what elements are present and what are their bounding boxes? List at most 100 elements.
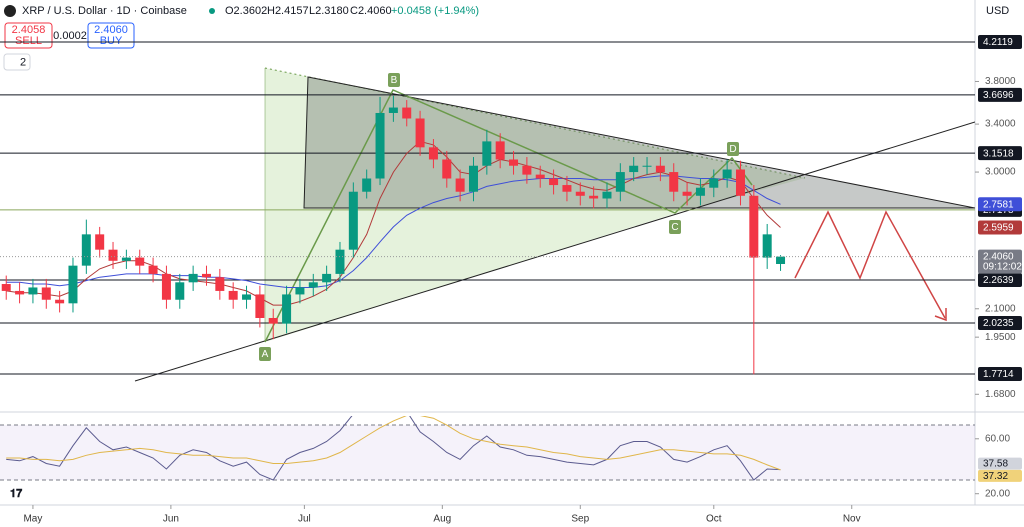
ma-tag-label: 2.7581 [983, 199, 1014, 210]
candle-body [188, 273, 198, 283]
candle-body [121, 257, 131, 261]
candle-body [268, 317, 278, 324]
price-tag [978, 249, 1022, 274]
currency: USD [986, 5, 1009, 17]
candle-body [41, 287, 51, 300]
pattern-label: A [262, 349, 269, 360]
green-triangle [265, 68, 805, 342]
symbol-icon [4, 5, 16, 17]
x-tick-label: May [23, 514, 42, 525]
ohlc-open: O2.3602 [225, 5, 267, 17]
candle-body [575, 191, 585, 196]
ma-tag [978, 197, 1022, 212]
ohlc-close: C2.4060 [350, 5, 392, 17]
rsi-tick-label: 20.00 [985, 488, 1010, 499]
x-tick-label: Aug [433, 514, 451, 525]
price-tag-label: 2.4060 [983, 251, 1014, 262]
y-tick-label: 2.1000 [985, 303, 1016, 314]
candle-body [68, 265, 78, 304]
ma-tag-label: 2.5959 [983, 223, 1014, 234]
candle-body [495, 141, 505, 160]
x-tick-label: Nov [843, 514, 861, 525]
pattern-label-box [259, 347, 271, 361]
rsi-tag-label: 37.58 [983, 459, 1008, 470]
trend-line [134, 121, 975, 382]
candle-body [402, 107, 412, 119]
pattern-label: D [729, 144, 736, 155]
buy-price: 2.4060 [94, 24, 128, 36]
abcd-path [264, 89, 753, 343]
candle-body [642, 165, 652, 167]
rsi-tick-label: 60.00 [985, 433, 1010, 444]
candle-body [428, 147, 438, 160]
ohlc-change: +0.0458 (+1.94%) [391, 5, 479, 17]
y-tick-label: 1.9500 [985, 332, 1016, 343]
candle-body [108, 249, 118, 261]
candle-body [455, 178, 465, 192]
sell-price: 2.4058 [12, 24, 46, 36]
level-label: 1.7714 [983, 369, 1014, 380]
candle-body [722, 169, 732, 179]
candle-body [535, 174, 545, 179]
candle-body [228, 290, 238, 300]
projection [794, 210, 946, 319]
candle-body [509, 159, 519, 166]
projection-arrow [934, 308, 947, 322]
rsi-tag [978, 457, 1022, 470]
candle-body [375, 112, 385, 179]
pattern-label-box [727, 142, 739, 156]
y-tick-label: 1.6800 [985, 389, 1016, 400]
candle-body [762, 234, 772, 258]
candle-body [322, 273, 332, 283]
rsi-line [6, 416, 781, 471]
candle-body [215, 277, 225, 291]
spread: 0.0002 [53, 30, 87, 42]
candle-body [308, 282, 318, 288]
candle-body [482, 141, 492, 166]
candle-body [735, 169, 745, 196]
ohlc-low: L2.3180 [309, 5, 349, 17]
level-label: 4.2119 [983, 37, 1013, 48]
candle-body [629, 165, 639, 173]
candle-body [776, 256, 786, 264]
rsi-band-fill [0, 425, 975, 480]
x-tick-label: Jun [163, 514, 179, 525]
level-tag [978, 315, 1022, 330]
candle-body [602, 191, 612, 199]
indicator-toggle[interactable] [3, 53, 31, 71]
candle-body [15, 290, 25, 295]
pattern-label: C [671, 222, 678, 233]
candle-body [28, 287, 38, 295]
candle-body [348, 191, 358, 250]
candle-body [55, 299, 65, 304]
candle-body [255, 294, 265, 318]
candle-body [135, 257, 145, 266]
level-tag [978, 35, 1022, 50]
candle-body [615, 172, 625, 192]
candle-body [468, 165, 478, 192]
candle-body [148, 265, 158, 274]
symbol-title: XRP / U.S. Dollar · 1D · Coinbase [22, 5, 187, 17]
candle-body [589, 195, 599, 199]
candle-body [95, 234, 105, 250]
candle-body [682, 191, 692, 196]
level-tag [978, 87, 1022, 102]
candle-body [415, 118, 425, 148]
candle-body [655, 165, 665, 173]
x-tick-label: Sep [571, 514, 589, 525]
candle-body [242, 294, 252, 300]
candle-body [388, 107, 398, 113]
candle-body [81, 234, 91, 266]
candle-body [282, 294, 292, 324]
rsi-pane [0, 416, 975, 481]
candle-body [562, 185, 572, 192]
rsi-tag [978, 469, 1022, 482]
ma-tag [978, 220, 1022, 235]
candle-body [442, 159, 452, 179]
level-label: 3.6696 [983, 90, 1014, 101]
y-tick-label: 3.4000 [985, 119, 1016, 130]
x-tick-label: Jul [298, 514, 311, 525]
candle-body [335, 249, 345, 274]
